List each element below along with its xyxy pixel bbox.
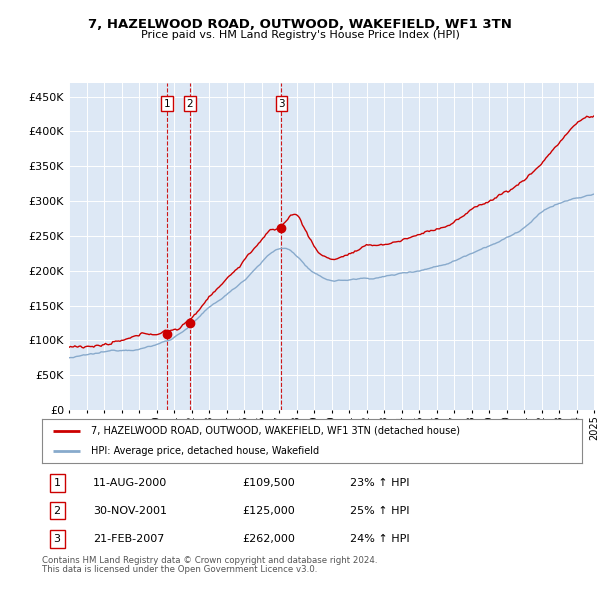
- Text: This data is licensed under the Open Government Licence v3.0.: This data is licensed under the Open Gov…: [42, 565, 317, 574]
- Text: £262,000: £262,000: [242, 534, 295, 544]
- Text: 11-AUG-2000: 11-AUG-2000: [94, 478, 167, 488]
- Text: 1: 1: [53, 478, 61, 488]
- Text: 3: 3: [53, 534, 61, 544]
- Text: 23% ↑ HPI: 23% ↑ HPI: [350, 478, 409, 488]
- Text: 2: 2: [187, 99, 193, 109]
- Text: 2: 2: [53, 506, 61, 516]
- Text: Price paid vs. HM Land Registry's House Price Index (HPI): Price paid vs. HM Land Registry's House …: [140, 30, 460, 40]
- Text: 21-FEB-2007: 21-FEB-2007: [94, 534, 164, 544]
- Text: 7, HAZELWOOD ROAD, OUTWOOD, WAKEFIELD, WF1 3TN: 7, HAZELWOOD ROAD, OUTWOOD, WAKEFIELD, W…: [88, 18, 512, 31]
- Text: £125,000: £125,000: [242, 506, 295, 516]
- Text: 24% ↑ HPI: 24% ↑ HPI: [350, 534, 409, 544]
- Text: 1: 1: [164, 99, 170, 109]
- Text: 7, HAZELWOOD ROAD, OUTWOOD, WAKEFIELD, WF1 3TN (detached house): 7, HAZELWOOD ROAD, OUTWOOD, WAKEFIELD, W…: [91, 426, 460, 436]
- Text: 25% ↑ HPI: 25% ↑ HPI: [350, 506, 409, 516]
- Text: 30-NOV-2001: 30-NOV-2001: [94, 506, 167, 516]
- Text: Contains HM Land Registry data © Crown copyright and database right 2024.: Contains HM Land Registry data © Crown c…: [42, 556, 377, 565]
- Text: 3: 3: [278, 99, 285, 109]
- Text: HPI: Average price, detached house, Wakefield: HPI: Average price, detached house, Wake…: [91, 446, 319, 456]
- Text: £109,500: £109,500: [242, 478, 295, 488]
